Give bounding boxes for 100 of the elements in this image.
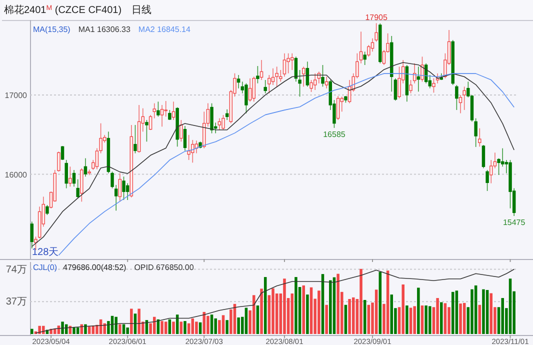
bar xyxy=(329,280,332,334)
candlestick xyxy=(72,170,76,188)
candlestick xyxy=(302,66,306,88)
candlestick xyxy=(145,120,148,142)
chart-title: 棉花2401$^{M}$ (CZCE CF401) xyxy=(4,4,122,16)
bar xyxy=(76,328,80,334)
bar xyxy=(374,290,378,334)
candlestick xyxy=(30,221,34,249)
candlestick xyxy=(282,52,286,78)
bar xyxy=(30,328,34,334)
candlestick xyxy=(252,76,256,102)
bar xyxy=(184,321,186,334)
annotation: 16585 xyxy=(323,130,346,139)
candlestick xyxy=(290,52,294,70)
bar xyxy=(409,308,412,334)
y-tick-label: 17000 xyxy=(4,90,28,100)
candlestick xyxy=(172,101,176,120)
bar xyxy=(367,304,370,334)
bar xyxy=(210,314,214,334)
annotation: 17905 xyxy=(365,13,388,22)
bar xyxy=(310,287,313,334)
candlestick xyxy=(225,108,229,120)
bar xyxy=(222,315,225,334)
bar xyxy=(451,292,454,334)
bar xyxy=(462,302,466,334)
bar xyxy=(61,322,64,334)
bar xyxy=(428,306,432,334)
bar xyxy=(206,316,210,334)
candlestick xyxy=(409,80,412,94)
bar xyxy=(72,328,76,334)
bar xyxy=(360,268,362,334)
bar xyxy=(413,306,416,334)
candlestick xyxy=(486,170,489,192)
candlestick xyxy=(244,82,248,114)
candlestick xyxy=(462,86,466,110)
text: OPID 676850.00 xyxy=(134,263,194,272)
bar xyxy=(160,321,164,334)
candlestick xyxy=(432,78,436,94)
bar xyxy=(164,322,168,334)
candlestick xyxy=(474,118,478,148)
bar xyxy=(444,303,447,334)
bar xyxy=(306,294,309,334)
bar xyxy=(237,317,240,334)
bar xyxy=(283,278,286,334)
candlestick xyxy=(275,66,278,88)
candlestick xyxy=(256,66,260,84)
bar xyxy=(88,326,91,334)
bar xyxy=(198,322,202,334)
candlestick xyxy=(420,56,424,82)
bar xyxy=(84,324,87,334)
bar xyxy=(424,305,428,334)
bar xyxy=(482,289,485,334)
bar xyxy=(168,319,172,334)
candlestick xyxy=(271,68,275,86)
candlestick xyxy=(218,118,222,130)
legend-title: MA(15,35) xyxy=(33,25,71,34)
bar xyxy=(486,290,489,334)
candlestick xyxy=(64,160,68,189)
bar xyxy=(440,302,443,334)
bar xyxy=(195,322,198,334)
candlestick xyxy=(321,64,324,88)
annotation: 15475 xyxy=(502,218,526,227)
y-tick-label: 37万 xyxy=(6,296,27,308)
candlestick xyxy=(60,146,64,160)
bar xyxy=(406,305,408,334)
bar xyxy=(53,328,56,334)
bar xyxy=(455,290,458,334)
y-tick-label: 16000 xyxy=(4,170,28,180)
candlestick xyxy=(210,102,214,134)
bar xyxy=(130,308,133,334)
bar xyxy=(420,305,424,334)
candlestick xyxy=(313,72,317,90)
bar xyxy=(321,274,324,334)
bar xyxy=(501,298,504,334)
candlestick xyxy=(168,110,172,120)
bar xyxy=(214,318,217,334)
candlestick xyxy=(248,78,252,102)
text: MA2 16845.14 xyxy=(138,25,191,34)
bar xyxy=(318,290,320,334)
y-tick-label: 74万 xyxy=(6,264,27,276)
bar xyxy=(508,278,512,334)
bar xyxy=(191,318,194,334)
bar xyxy=(118,324,122,334)
bar xyxy=(386,270,390,334)
bar xyxy=(459,304,462,334)
bar xyxy=(126,328,129,334)
bar xyxy=(325,304,328,334)
candlestick xyxy=(80,168,84,202)
candlestick xyxy=(458,94,462,114)
candlestick xyxy=(183,126,187,152)
bar xyxy=(38,326,41,334)
candlestick xyxy=(490,160,493,184)
candlestick xyxy=(436,72,440,84)
bar xyxy=(402,284,404,334)
bar xyxy=(272,288,274,334)
candlestick xyxy=(134,124,137,154)
bar xyxy=(260,288,263,334)
candlestick xyxy=(394,78,398,102)
bar xyxy=(294,277,298,334)
bar xyxy=(478,304,482,334)
